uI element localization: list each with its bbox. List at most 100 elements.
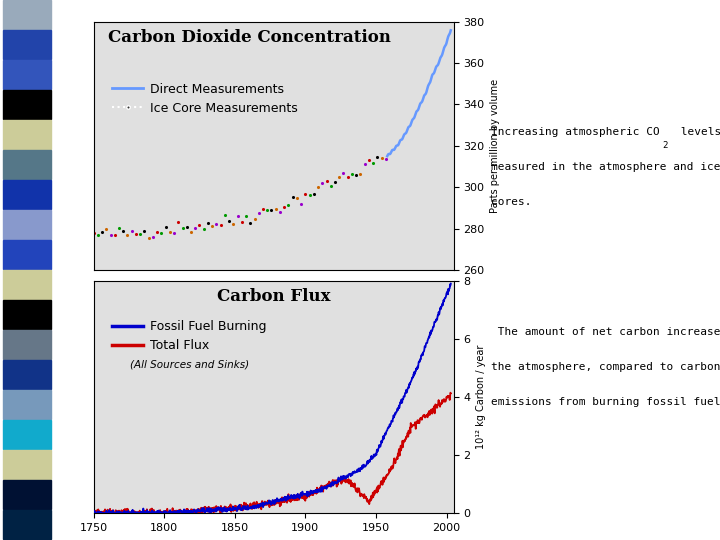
Point: [283, 200, 294, 209]
Point: [245, 219, 256, 227]
Point: [338, 168, 349, 177]
Point: [109, 231, 120, 239]
Point: [130, 230, 142, 239]
Text: measured in the atmosphere and ice: measured in the atmosphere and ice: [491, 162, 720, 172]
Y-axis label: Parts per million by volume: Parts per million by volume: [490, 79, 500, 213]
Point: [202, 219, 214, 227]
Bar: [3, 360, 51, 389]
Bar: [3, 90, 51, 119]
Bar: [3, 30, 51, 59]
Point: [333, 173, 345, 181]
Point: [274, 208, 286, 217]
Bar: [3, 240, 51, 269]
Point: [223, 216, 235, 225]
Point: [287, 193, 298, 201]
Point: [143, 234, 154, 242]
Bar: [3, 450, 51, 479]
Point: [122, 231, 133, 239]
Text: emissions from burning fossil fuel.: emissions from burning fossil fuel.: [491, 397, 720, 407]
Point: [372, 153, 383, 161]
Point: [215, 220, 226, 229]
Point: [321, 177, 333, 185]
Bar: [3, 210, 51, 239]
Point: [147, 232, 158, 241]
Point: [117, 226, 129, 235]
Text: Carbon Flux: Carbon Flux: [217, 288, 330, 305]
Bar: [3, 510, 51, 539]
Legend: Direct Measurements, Ice Core Measurements: Direct Measurements, Ice Core Measuremen…: [107, 78, 302, 120]
Bar: [3, 60, 51, 89]
Point: [279, 203, 290, 212]
Text: (All Sources and Sinks): (All Sources and Sinks): [130, 360, 248, 370]
Text: 2: 2: [662, 141, 667, 151]
Point: [249, 215, 261, 224]
Point: [376, 153, 387, 162]
Point: [101, 224, 112, 233]
Point: [96, 228, 108, 237]
Point: [329, 177, 341, 186]
Point: [300, 190, 311, 199]
Point: [351, 171, 362, 179]
Point: [164, 227, 176, 236]
Point: [367, 159, 379, 167]
Bar: [3, 150, 51, 179]
Point: [228, 219, 239, 228]
Point: [232, 211, 243, 220]
Point: [266, 206, 277, 214]
Bar: [3, 300, 51, 329]
Point: [207, 221, 218, 230]
Point: [168, 229, 180, 238]
Bar: [3, 390, 51, 419]
Bar: [3, 120, 51, 149]
Point: [160, 223, 171, 232]
Point: [236, 218, 248, 227]
Text: the atmosphere, compared to carbon: the atmosphere, compared to carbon: [491, 362, 720, 372]
Point: [198, 225, 210, 233]
Point: [126, 227, 138, 235]
Point: [253, 208, 264, 217]
Point: [317, 179, 328, 187]
Point: [355, 170, 366, 178]
Point: [291, 194, 302, 202]
Point: [139, 226, 150, 235]
Point: [304, 191, 315, 199]
Text: Increasing atmospheric CO: Increasing atmospheric CO: [491, 127, 660, 137]
Bar: [3, 330, 51, 359]
Point: [189, 224, 201, 232]
Point: [151, 227, 163, 236]
Point: [363, 156, 374, 164]
Point: [380, 155, 392, 164]
Point: [173, 218, 184, 226]
Text: The amount of net carbon increase in: The amount of net carbon increase in: [491, 327, 720, 337]
Point: [346, 169, 358, 178]
Point: [113, 224, 125, 232]
Point: [325, 181, 336, 190]
Point: [88, 228, 99, 237]
Point: [211, 220, 222, 228]
Point: [308, 190, 320, 198]
Point: [257, 205, 269, 214]
Point: [359, 160, 370, 168]
Point: [92, 231, 104, 239]
Point: [181, 222, 192, 231]
Point: [177, 224, 189, 232]
Point: [270, 205, 282, 214]
Point: [135, 230, 146, 238]
Legend: Fossil Fuel Burning, Total Flux: Fossil Fuel Burning, Total Flux: [107, 315, 271, 357]
Point: [312, 183, 324, 191]
Bar: [3, 180, 51, 209]
Bar: [3, 0, 51, 29]
Point: [295, 200, 307, 208]
Point: [219, 210, 230, 219]
Point: [342, 172, 354, 181]
Bar: [3, 480, 51, 509]
Text: cores.: cores.: [491, 197, 531, 207]
Point: [105, 231, 117, 239]
Text: levels as: levels as: [674, 127, 720, 137]
Point: [185, 228, 197, 237]
Text: Carbon Dioxide Concentration: Carbon Dioxide Concentration: [108, 29, 391, 46]
Point: [194, 221, 205, 230]
Bar: [3, 270, 51, 299]
Point: [240, 212, 252, 220]
Point: [156, 228, 167, 237]
